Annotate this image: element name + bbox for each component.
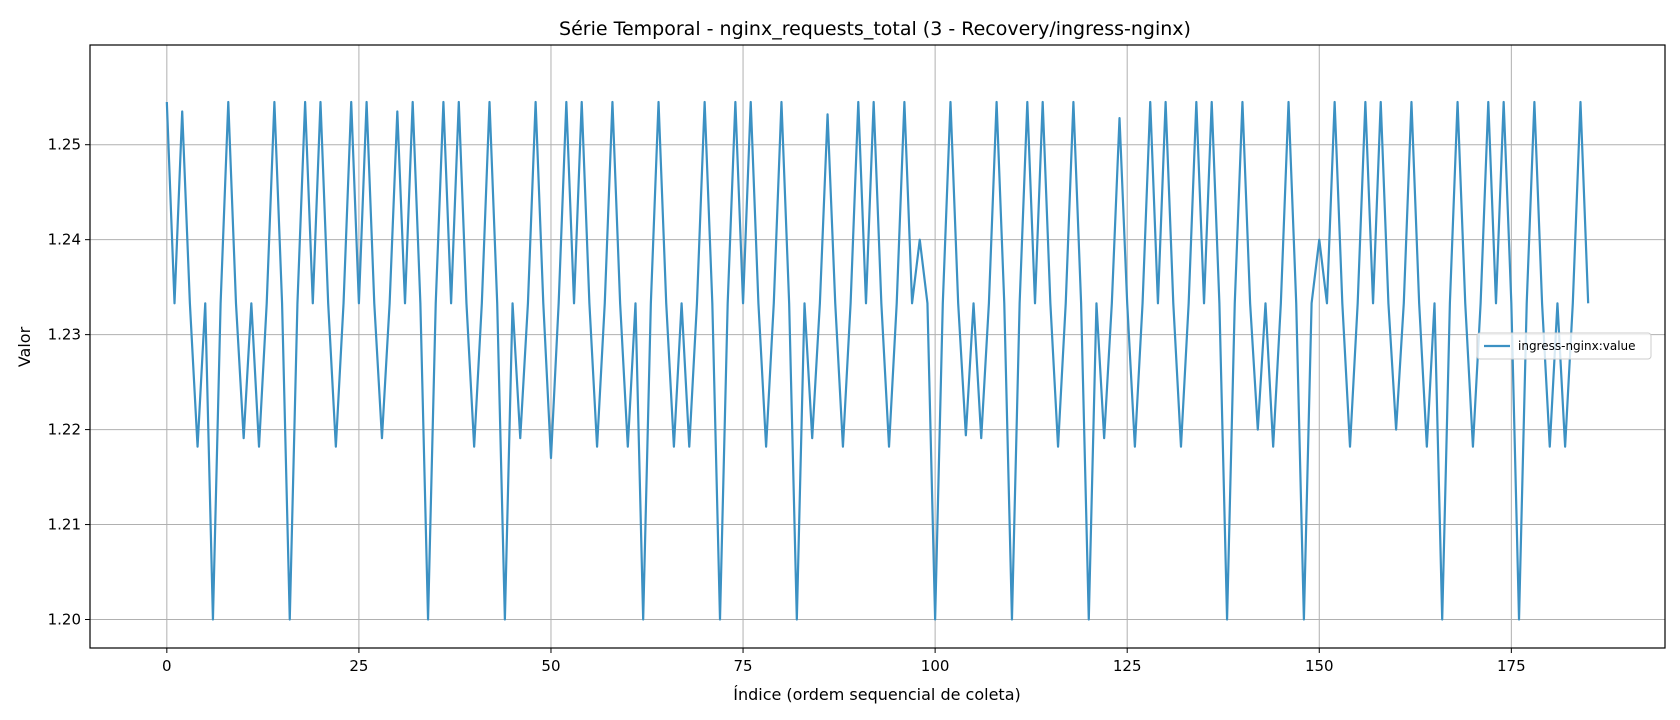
y-tick-label: 1.24 (48, 231, 81, 249)
y-tick-label: 1.20 (48, 611, 81, 629)
y-tick-label: 1.23 (48, 326, 81, 344)
series-layer (165, 100, 1590, 621)
x-axis-title: Índice (ordem sequencial de coleta) (733, 685, 1021, 704)
legend-label: ingress-nginx:value (1518, 339, 1636, 353)
series-line-ingress-nginx (165, 100, 1590, 621)
y-tick-label: 1.25 (48, 136, 81, 154)
x-tick-label: 175 (1497, 657, 1526, 675)
x-axis: 0 25 50 75 100 125 150 175 (162, 648, 1526, 675)
legend: ingress-nginx:value (1476, 332, 1652, 360)
x-tick-label: 25 (349, 657, 368, 675)
x-tick-label: 100 (921, 657, 950, 675)
y-tick-label: 1.21 (48, 516, 81, 534)
legend-box (1476, 332, 1652, 360)
plot-frame (89, 44, 1666, 649)
chart-title: Série Temporal - nginx_requests_total (3… (559, 18, 1191, 40)
x-tick-label: 0 (162, 657, 172, 675)
y-axis: 1.20 1.21 1.22 1.23 1.24 1.25 (48, 136, 90, 629)
y-axis-title: Valor (15, 326, 34, 367)
x-tick-label: 50 (541, 657, 560, 675)
x-tick-label: 125 (1113, 657, 1142, 675)
x-tick-label: 150 (1305, 657, 1334, 675)
y-tick-label: 1.22 (48, 421, 81, 439)
x-tick-label: 75 (734, 657, 753, 675)
